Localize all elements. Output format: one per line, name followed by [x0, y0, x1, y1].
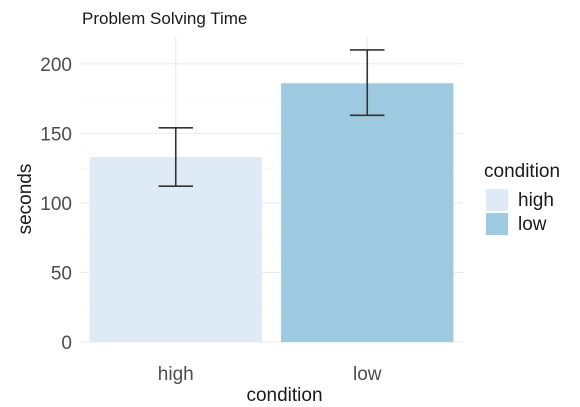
- legend-swatch: [486, 189, 508, 211]
- legend-item-high: high: [486, 189, 554, 211]
- error-bars-layer: [158, 49, 385, 188]
- y-axis-title: seconds: [15, 164, 36, 235]
- legend-title: condition: [484, 161, 560, 182]
- legend: condition high low: [484, 161, 560, 235]
- error-bar-high: [158, 127, 193, 188]
- legend-label: high: [518, 190, 554, 211]
- chart-title: Problem Solving Time: [82, 9, 247, 28]
- y-tick-label: 150: [40, 124, 72, 145]
- y-tick-label: 0: [61, 333, 72, 354]
- y-tick-labels: 0 50 100 150 200: [40, 55, 72, 354]
- x-tick-label-low: low: [353, 364, 382, 385]
- x-tick-label-high: high: [158, 364, 194, 385]
- legend-items: high low: [486, 189, 554, 235]
- bar-high: [89, 157, 262, 342]
- legend-swatch: [486, 213, 508, 235]
- bar-low: [281, 83, 454, 343]
- y-tick-label: 50: [51, 263, 72, 284]
- error-bar-low: [350, 49, 385, 117]
- x-axis-title: condition: [246, 385, 322, 406]
- y-tick-label: 100: [40, 194, 72, 215]
- y-tick-label: 200: [40, 55, 72, 76]
- legend-label: low: [518, 214, 547, 235]
- legend-item-low: low: [486, 213, 547, 235]
- x-tick-labels: high low: [158, 364, 382, 385]
- bars-layer: [89, 83, 454, 343]
